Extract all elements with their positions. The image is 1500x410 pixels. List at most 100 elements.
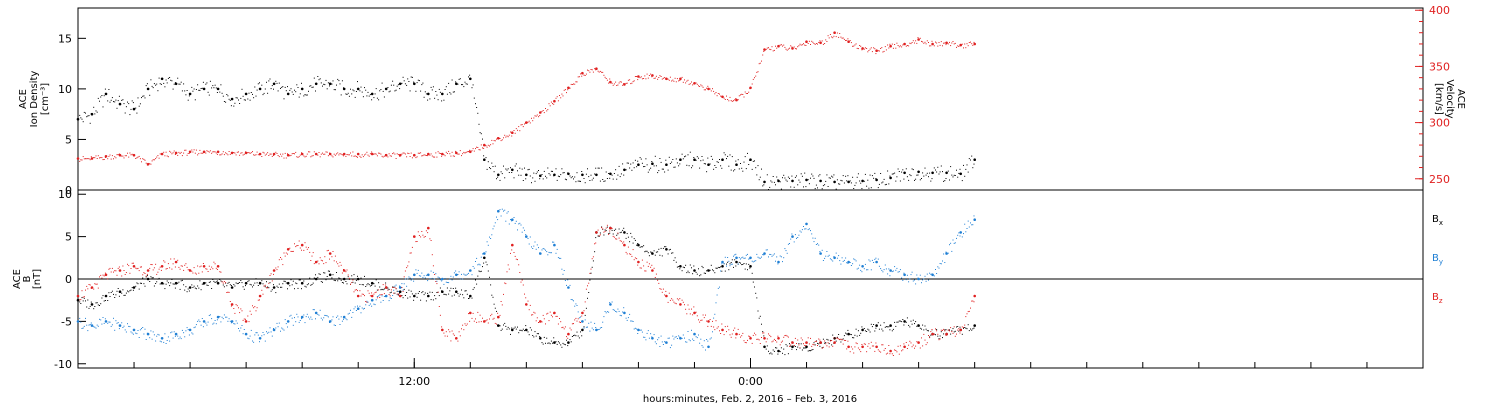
bx-dot	[588, 292, 589, 293]
velocity-dot	[460, 150, 461, 151]
velocity-point	[217, 151, 220, 154]
by-dot	[651, 336, 652, 337]
by-dot	[560, 258, 561, 259]
velocity-dot	[969, 42, 970, 43]
velocity-dot	[189, 153, 190, 154]
density-dot	[154, 83, 155, 84]
velocity-dot	[670, 77, 671, 78]
bx-dot	[103, 295, 104, 296]
density-dot	[507, 170, 508, 171]
velocity-dot	[531, 118, 532, 119]
by-dot	[277, 323, 278, 324]
velocity-dot	[378, 153, 379, 154]
bx-dot	[292, 284, 293, 285]
velocity-dot	[481, 144, 482, 145]
velocity-dot	[693, 83, 694, 84]
bz-dot	[685, 309, 686, 310]
velocity-dot	[909, 43, 910, 44]
velocity-dot	[522, 124, 523, 125]
density-dot	[734, 169, 735, 170]
by-dot	[649, 338, 650, 339]
velocity-dot	[892, 44, 893, 45]
bz-dot	[196, 274, 197, 275]
bz-dot	[655, 277, 656, 278]
by-dot	[850, 262, 851, 263]
bz-dot	[716, 320, 717, 321]
velocity-dot	[229, 151, 230, 152]
by-dot	[693, 340, 694, 341]
bx-dot	[291, 279, 292, 280]
bx-dot	[953, 328, 954, 329]
by-dot	[282, 329, 283, 330]
bx-dot	[740, 263, 741, 264]
density-dot	[152, 86, 153, 87]
velocity-dot	[940, 45, 941, 46]
by-dot	[920, 275, 921, 276]
velocity-dot	[858, 48, 859, 49]
velocity-dot	[254, 155, 255, 156]
by-dot	[411, 280, 412, 281]
density-dot	[434, 98, 435, 99]
bx-dot	[812, 349, 813, 350]
by-dot	[377, 296, 378, 297]
bz-point	[525, 303, 528, 306]
density-dot	[99, 101, 100, 102]
density-dot	[670, 163, 671, 164]
bz-dot	[518, 264, 519, 265]
by-dot	[788, 244, 789, 245]
density-dot	[308, 91, 309, 92]
bx-dot	[647, 251, 648, 252]
velocity-dot	[759, 63, 760, 64]
density-point	[161, 78, 164, 81]
bx-dot	[795, 346, 796, 347]
bx-dot	[754, 287, 755, 288]
velocity-dot	[846, 40, 847, 41]
density-dot	[163, 83, 164, 84]
bz-dot	[370, 295, 371, 296]
velocity-dot	[885, 46, 886, 47]
density-dot	[230, 100, 231, 101]
bx-dot	[150, 276, 151, 277]
bz-dot	[619, 238, 620, 239]
by-dot	[424, 275, 425, 276]
bz-dot	[420, 236, 421, 237]
bz-dot	[535, 313, 536, 314]
by-dot	[253, 342, 254, 343]
by-dot	[601, 327, 602, 328]
bx-dot	[431, 299, 432, 300]
by-dot	[362, 308, 363, 309]
velocity-dot	[181, 152, 182, 153]
density-dot	[101, 95, 102, 96]
density-dot	[114, 101, 115, 102]
bz-dot	[939, 339, 940, 340]
bz-dot	[244, 319, 245, 320]
bz-dot	[474, 321, 475, 322]
velocity-dot	[242, 152, 243, 153]
density-dot	[194, 89, 195, 90]
velocity-dot	[809, 41, 810, 42]
bz-dot	[268, 283, 269, 284]
bx-dot	[401, 295, 402, 296]
velocity-point	[679, 78, 682, 81]
density-dot	[718, 162, 719, 163]
density-dot	[427, 100, 428, 101]
density-dot	[589, 180, 590, 181]
velocity-dot	[542, 111, 543, 112]
velocity-dot	[385, 154, 386, 155]
bz-dot	[711, 326, 712, 327]
velocity-dot	[208, 151, 209, 152]
by-dot	[845, 258, 846, 259]
bx-dot	[345, 281, 346, 282]
density-dot	[964, 176, 965, 177]
bz-dot	[198, 273, 199, 274]
by-dot	[445, 278, 446, 279]
bx-point	[287, 282, 290, 285]
by-dot	[970, 222, 971, 223]
density-point	[497, 174, 500, 177]
velocity-dot	[82, 160, 83, 161]
velocity-dot	[623, 83, 624, 84]
density-dot	[906, 168, 907, 169]
by-dot	[710, 339, 711, 340]
bz-dot	[714, 329, 715, 330]
bx-dot	[682, 270, 683, 271]
